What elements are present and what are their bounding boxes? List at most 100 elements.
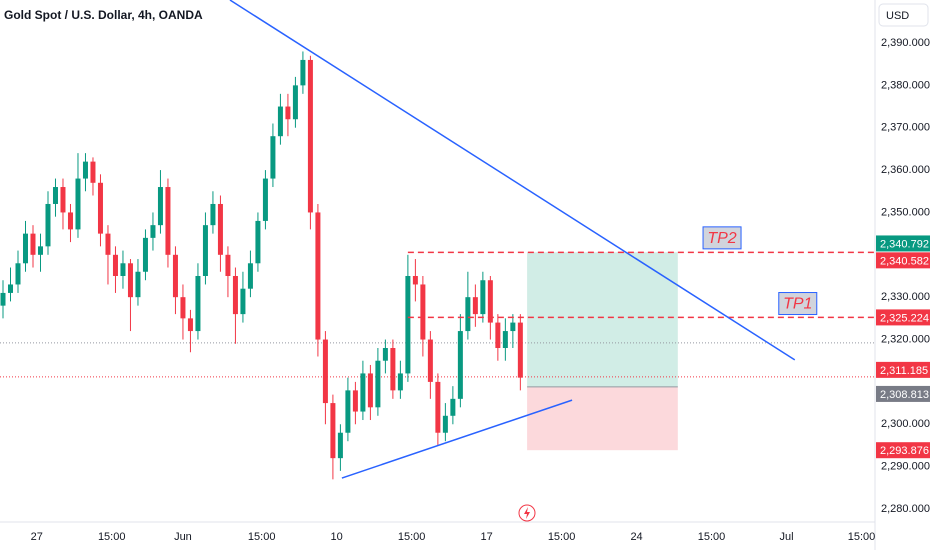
- y-tick-label: 2,370.000: [881, 122, 930, 134]
- x-tick-label: 17: [480, 531, 492, 543]
- candle-body: [127, 263, 133, 298]
- price-tag: [876, 235, 930, 252]
- candle-body: [285, 106, 291, 120]
- candle-body: [262, 178, 268, 221]
- candle-body: [427, 339, 433, 382]
- chart-title: Gold Spot / U.S. Dollar, 4h, OANDA: [4, 8, 203, 22]
- y-tick-label: 2,380.000: [881, 79, 930, 91]
- price-tag-label: 2,308.813: [880, 389, 929, 401]
- y-tick-label: 2,390.000: [881, 37, 930, 49]
- candle-body: [457, 331, 463, 399]
- y-tick-label: 2,320.000: [881, 333, 930, 345]
- profit-zone: [527, 252, 678, 387]
- x-tick-label: 15:00: [698, 531, 726, 543]
- candle-body: [480, 280, 486, 315]
- candle-body: [187, 318, 193, 332]
- candle-body: [487, 280, 493, 323]
- candle-body: [255, 220, 261, 264]
- candle-body: [382, 348, 388, 361]
- candle-body: [105, 233, 111, 255]
- candle-body: [375, 360, 381, 408]
- candle-body: [247, 263, 253, 289]
- price-tag-label: 2,325.224: [880, 312, 929, 324]
- candle-body: [210, 203, 216, 226]
- y-tick-label: 2,360.000: [881, 164, 930, 176]
- replay-icon[interactable]: [518, 504, 536, 522]
- candle-body: [0, 292, 6, 306]
- candle-body: [270, 136, 276, 179]
- candle-body: [15, 263, 21, 285]
- candle-body: [292, 85, 298, 120]
- candle-body: [165, 187, 171, 255]
- price-tag: [876, 309, 930, 326]
- price-tag-label: 2,311.185: [880, 365, 928, 377]
- candle-body: [390, 348, 396, 391]
- candle-body: [517, 322, 523, 378]
- candle-body: [60, 187, 66, 213]
- x-tick-label: 10: [331, 531, 343, 543]
- candle-body: [322, 339, 328, 404]
- x-tick-label: 15:00: [848, 531, 876, 543]
- candle-body: [195, 275, 201, 332]
- candle-body: [217, 203, 223, 255]
- candle-body: [405, 275, 411, 374]
- candle-body: [90, 161, 96, 183]
- x-tick-label: 15:00: [248, 531, 276, 543]
- candle-body: [120, 263, 126, 276]
- label-box: [702, 226, 742, 250]
- candle-body: [435, 381, 441, 433]
- candle-body: [67, 212, 73, 230]
- candle-body: [82, 161, 88, 179]
- candle-body: [142, 237, 148, 272]
- candle-body: [240, 288, 246, 315]
- trendline: [341, 399, 573, 479]
- x-tick-label: 27: [31, 531, 43, 543]
- candle-body: [397, 373, 403, 391]
- candle-body: [75, 178, 81, 230]
- x-tick-label: Jun: [174, 531, 192, 543]
- y-tick-label: 2,330.000: [881, 291, 930, 303]
- x-tick-label: 15:00: [548, 531, 576, 543]
- currency-label: USD: [886, 10, 909, 22]
- price-tag-label: 2,293.876: [880, 445, 929, 457]
- candle-body: [315, 212, 321, 340]
- currency-button[interactable]: [878, 3, 929, 27]
- candle-body: [450, 398, 456, 416]
- x-tick-label: 15:00: [98, 531, 126, 543]
- candle-body: [30, 233, 36, 255]
- loss-zone: [527, 386, 678, 451]
- candle-body: [345, 390, 351, 433]
- trendline: [229, 0, 796, 361]
- candle-body: [52, 187, 58, 204]
- candle-body: [97, 182, 103, 234]
- y-tick-label: 2,350.000: [881, 206, 930, 218]
- candle-body: [465, 297, 471, 332]
- candle-body: [225, 254, 231, 276]
- candle-body: [337, 432, 343, 459]
- candle-body: [232, 275, 238, 315]
- candle-body: [510, 322, 516, 332]
- candle-body: [277, 106, 283, 137]
- price-tag-label: 2,340.792: [880, 238, 929, 250]
- candle-body: [442, 415, 448, 433]
- price-tag: [876, 252, 930, 269]
- price-tag: [876, 442, 930, 459]
- price-tag: [876, 361, 930, 378]
- candle-body: [135, 271, 141, 298]
- price-tag: [876, 385, 930, 402]
- candle-body: [22, 233, 28, 264]
- x-tick-label: Jul: [779, 531, 793, 543]
- candle-body: [180, 297, 186, 319]
- plot-area: TP2 TP1: [0, 0, 875, 480]
- candle-body: [37, 246, 43, 255]
- candle-body: [202, 225, 208, 276]
- candle-body: [502, 331, 508, 349]
- y-tick-label: 2,300.000: [881, 418, 930, 430]
- candle-body: [412, 275, 418, 285]
- candle-body: [495, 322, 501, 349]
- tp-label: TP2: [707, 230, 736, 247]
- candle-body: [307, 59, 313, 213]
- candle-body: [150, 225, 156, 238]
